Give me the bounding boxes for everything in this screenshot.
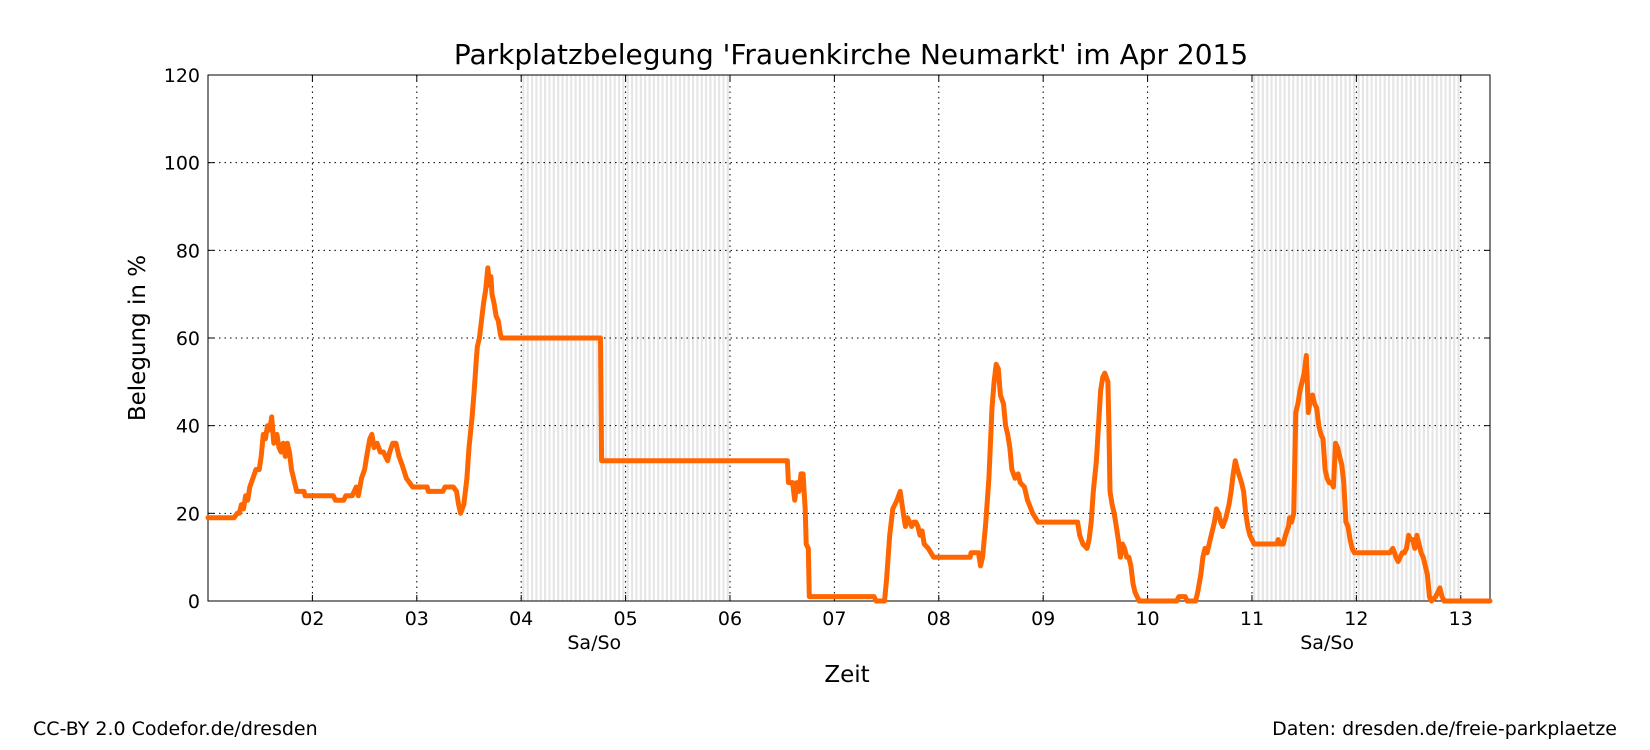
y-tick-label: 20 — [176, 503, 200, 525]
data-source-footer: Daten: dresden.de/freie-parkplaetze — [1272, 718, 1617, 740]
weekend-stripe — [1370, 75, 1373, 601]
weekend-label: Sa/So — [1300, 632, 1354, 654]
y-tick-label: 60 — [176, 328, 200, 350]
weekend-stripe — [1414, 75, 1417, 601]
weekend-stripe — [1292, 75, 1295, 601]
weekend-stripe — [1457, 75, 1460, 601]
weekend-stripe — [613, 75, 616, 601]
weekend-stripe — [722, 75, 725, 601]
weekend-stripe — [1448, 75, 1451, 601]
weekend-stripe — [648, 75, 651, 601]
weekend-label: Sa/So — [567, 632, 621, 654]
weekend-stripe — [1257, 75, 1260, 601]
weekend-labels: Sa/So Sa/So — [567, 632, 1354, 654]
weekend-stripe — [1427, 75, 1430, 601]
x-tick-label: 04 — [509, 608, 533, 630]
weekend-stripe — [604, 75, 608, 601]
weekend-stripe — [683, 75, 686, 601]
weekend-stripe — [1431, 75, 1434, 601]
weekend-stripe — [1344, 75, 1347, 601]
y-tick-label: 120 — [164, 65, 200, 87]
weekend-stripe — [1353, 75, 1356, 601]
weekend-stripe — [1305, 75, 1308, 601]
x-tick-label: 06 — [718, 608, 742, 630]
weekend-stripe — [1392, 75, 1395, 601]
x-tick-label: 10 — [1135, 608, 1159, 630]
weekend-stripe — [1383, 75, 1386, 601]
weekend-stripe — [1283, 75, 1286, 601]
license-footer: CC-BY 2.0 Codefor.de/dresden — [33, 718, 318, 740]
x-tick-label: 07 — [822, 608, 846, 630]
x-tick-label: 09 — [1031, 608, 1055, 630]
x-tick-label: 13 — [1449, 608, 1473, 630]
weekend-stripe — [661, 75, 664, 601]
x-tick-label: 02 — [300, 608, 324, 630]
weekend-stripe — [696, 75, 699, 601]
weekend-stripe — [1331, 75, 1334, 601]
weekend-stripe — [1327, 75, 1330, 601]
weekend-stripe — [1374, 75, 1378, 601]
weekend-stripe — [1387, 75, 1391, 601]
y-tick-label: 100 — [164, 153, 200, 175]
grid-lines — [208, 75, 1490, 601]
x-tick-label: 03 — [405, 608, 429, 630]
x-tick-label: 12 — [1344, 608, 1368, 630]
weekend-stripe — [1366, 75, 1369, 601]
weekend-stripe — [617, 75, 621, 601]
x-tick-labels: 02 03 04 05 06 07 08 09 10 11 12 13 — [300, 608, 1473, 630]
weekend-stripe — [622, 75, 625, 601]
series-layer — [205, 265, 1493, 604]
y-axis-label: Belegung in % — [125, 255, 151, 421]
weekend-stripe — [1300, 75, 1304, 601]
weekend-stripe — [1313, 75, 1317, 601]
weekend-stripe — [1279, 75, 1282, 601]
weekend-stripe — [1453, 75, 1456, 601]
x-tick-label: 11 — [1240, 608, 1264, 630]
weekend-stripe — [700, 75, 703, 601]
weekend-stripe — [678, 75, 682, 601]
weekend-stripe — [1270, 75, 1273, 601]
occupancy-line — [205, 265, 1493, 604]
weekend-stripe — [626, 75, 629, 601]
y-tick-labels: 0 20 40 60 80 100 120 — [164, 65, 200, 613]
weekend-stripe — [1309, 75, 1312, 601]
weekend-stripe — [1396, 75, 1399, 601]
weekend-stripe — [665, 75, 669, 601]
weekend-stripe — [704, 75, 708, 601]
weekend-stripe — [726, 75, 729, 601]
x-tick-label: 05 — [613, 608, 637, 630]
weekend-stripe — [1348, 75, 1351, 601]
weekend-stripe — [1287, 75, 1291, 601]
y-tick-label: 0 — [188, 591, 200, 613]
weekend-stripe — [657, 75, 660, 601]
weekend-stripe — [1261, 75, 1264, 601]
weekend-stripe — [1361, 75, 1364, 601]
weekend-stripe — [644, 75, 647, 601]
weekend-stripe — [639, 75, 642, 601]
weekend-stripe — [709, 75, 712, 601]
weekend-stripe — [1409, 75, 1412, 601]
y-tick-label: 40 — [176, 416, 200, 438]
x-tick-label: 08 — [927, 608, 951, 630]
weekend-stripe — [635, 75, 638, 601]
weekend-stripe — [718, 75, 721, 601]
weekend-stripe — [1266, 75, 1269, 601]
weekend-stripe — [1322, 75, 1325, 601]
weekend-stripe — [687, 75, 690, 601]
x-axis-label: Zeit — [824, 662, 869, 688]
weekend-stripe — [1405, 75, 1408, 601]
weekend-stripe — [1435, 75, 1438, 601]
chart-title: Parkplatzbelegung 'Frauenkirche Neumarkt… — [454, 38, 1248, 71]
y-tick-label: 80 — [176, 240, 200, 262]
